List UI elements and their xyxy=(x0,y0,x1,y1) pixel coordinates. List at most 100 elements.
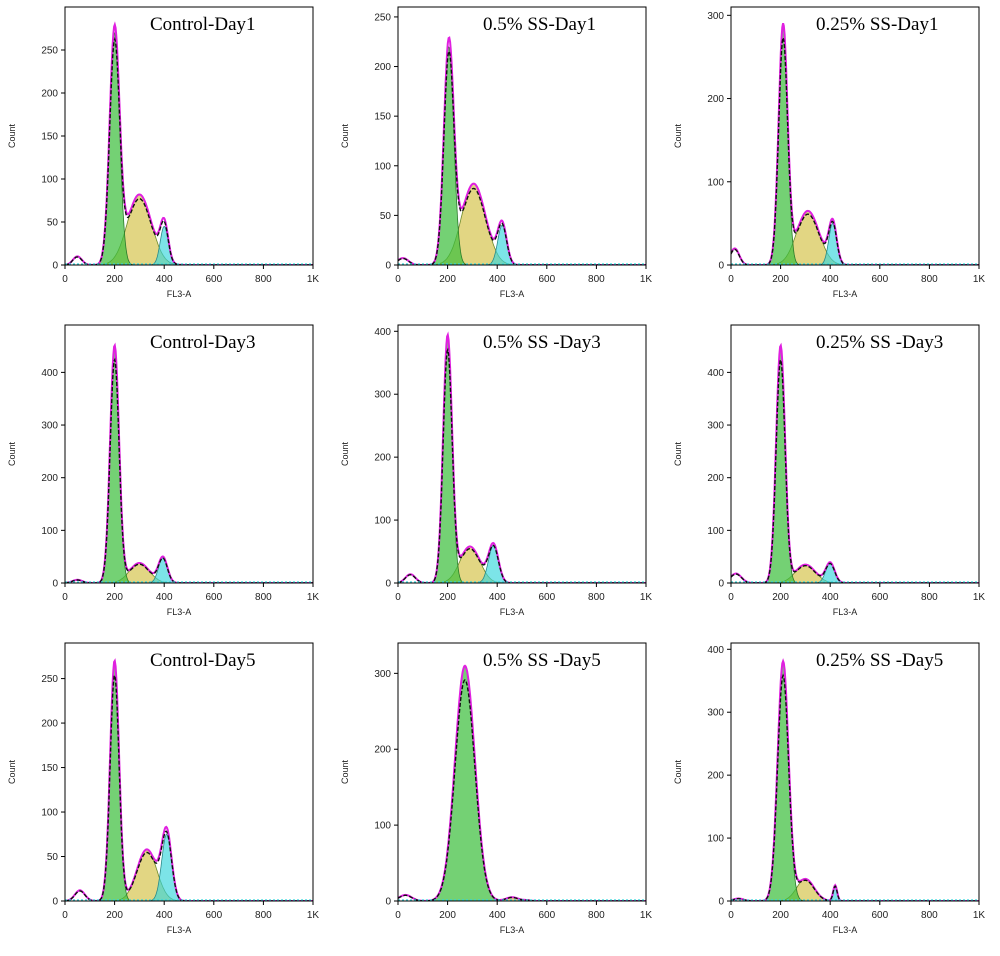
panel-title: Control-Day5 xyxy=(150,650,256,671)
y-tick-label: 250 xyxy=(41,46,58,57)
panel-title: 0.5% SS-Day1 xyxy=(483,14,596,35)
x-tick-label: 200 xyxy=(439,274,456,285)
y-tick-label: 150 xyxy=(374,112,391,123)
y-tick-label: 200 xyxy=(707,473,724,484)
plot-frame xyxy=(730,324,980,584)
panel-title: 0.25% SS -Day3 xyxy=(816,332,943,353)
y-tick-label: 300 xyxy=(374,390,391,401)
x-axis-label: FL3-A xyxy=(500,289,525,299)
y-tick-label: 50 xyxy=(380,211,392,222)
model-fit-line xyxy=(731,658,979,901)
y-axis-label: Count xyxy=(7,760,17,785)
data-histogram-line xyxy=(731,357,979,583)
x-tick-label: 0 xyxy=(395,274,401,285)
x-tick-label: 1K xyxy=(973,274,986,285)
s-phase-area xyxy=(731,210,979,265)
histogram-panel: 0 50 100 150 200 250 0 200 400 600 800 1K FL3-A Count… xyxy=(0,0,333,318)
x-tick-label: 800 xyxy=(921,592,938,603)
x-tick-label: 800 xyxy=(921,910,938,921)
histogram-panel: 0 100 200 300 400 0 200 400 600 800 1K FL3-A Count 0.… xyxy=(666,318,999,636)
y-tick-label: 0 xyxy=(52,897,58,908)
y-axis-label: Count xyxy=(673,442,683,467)
y-tick-label: 300 xyxy=(707,708,724,719)
y-tick-label: 300 xyxy=(707,11,724,22)
x-tick-label: 800 xyxy=(588,910,605,921)
y-tick-label: 100 xyxy=(374,516,391,527)
data-histogram-line xyxy=(398,679,646,901)
x-tick-label: 200 xyxy=(439,592,456,603)
plot-frame xyxy=(397,642,647,902)
y-tick-label: 250 xyxy=(374,12,391,23)
x-tick-label: 200 xyxy=(106,274,123,285)
x-tick-label: 200 xyxy=(772,910,789,921)
x-axis-label: FL3-A xyxy=(500,607,525,617)
panel-title: 0.5% SS -Day5 xyxy=(483,650,601,671)
y-tick-label: 100 xyxy=(707,526,724,537)
x-tick-label: 800 xyxy=(255,274,272,285)
data-histogram-line xyxy=(65,357,313,583)
x-tick-label: 0 xyxy=(395,910,401,921)
y-tick-label: 150 xyxy=(41,132,58,143)
x-tick-label: 800 xyxy=(921,274,938,285)
y-axis-label: Count xyxy=(673,760,683,785)
data-histogram-line xyxy=(65,673,313,901)
y-tick-label: 200 xyxy=(707,771,724,782)
y-tick-label: 200 xyxy=(41,89,58,100)
panel-title: Control-Day1 xyxy=(150,14,256,35)
plot-area xyxy=(731,342,979,583)
y-tick-label: 50 xyxy=(47,218,59,229)
x-tick-label: 600 xyxy=(871,910,888,921)
data-histogram-line xyxy=(398,50,646,265)
histogram-panel: 0 100 200 300 400 0 200 400 600 800 1K FL3-A Count Co… xyxy=(0,318,333,636)
data-histogram-line xyxy=(731,673,979,901)
x-axis-label: FL3-A xyxy=(167,607,192,617)
data-histogram-line xyxy=(731,37,979,265)
histogram-svg: 0 100 200 300 400 0 200 400 600 800 1K FL3-A Count 0.… xyxy=(673,642,985,935)
x-tick-label: 1K xyxy=(640,910,653,921)
y-tick-label: 200 xyxy=(374,453,391,464)
x-tick-label: 400 xyxy=(489,592,506,603)
x-tick-label: 400 xyxy=(489,910,506,921)
x-tick-label: 600 xyxy=(538,274,555,285)
histogram-svg: 0 50 100 150 200 250 0 200 400 600 800 1K FL3-A Count… xyxy=(7,6,319,299)
x-axis-label: FL3-A xyxy=(167,925,192,935)
y-tick-label: 100 xyxy=(707,834,724,845)
y-axis-label: Count xyxy=(7,124,17,149)
plot-frame xyxy=(64,324,314,584)
y-tick-label: 0 xyxy=(385,579,391,590)
s-phase-area xyxy=(398,183,646,265)
x-tick-label: 200 xyxy=(106,592,123,603)
x-tick-label: 1K xyxy=(307,910,320,921)
x-tick-label: 0 xyxy=(395,592,401,603)
y-tick-label: 100 xyxy=(374,161,391,172)
g1-phase-area xyxy=(65,660,313,901)
histogram-svg: 0 50 100 150 200 250 0 200 400 600 800 1K FL3-A Count… xyxy=(7,642,320,935)
g1-phase-area xyxy=(731,27,979,265)
x-tick-label: 400 xyxy=(156,592,173,603)
histogram-svg: 0 50 100 150 200 250 0 200 400 600 800 1K FL3-A Count… xyxy=(340,6,652,299)
g1-phase-area xyxy=(398,665,646,901)
x-tick-label: 400 xyxy=(489,274,506,285)
x-axis-label: FL3-A xyxy=(167,289,192,299)
g1-phase-area xyxy=(65,345,313,583)
y-tick-label: 100 xyxy=(374,821,391,832)
x-tick-label: 0 xyxy=(62,910,68,921)
x-axis-label: FL3-A xyxy=(833,925,858,935)
y-tick-label: 0 xyxy=(385,261,391,272)
plot-area xyxy=(731,22,979,265)
y-tick-label: 0 xyxy=(718,579,724,590)
panel-title: 0.25% SS -Day5 xyxy=(816,650,943,671)
y-axis-label: Count xyxy=(340,124,350,149)
x-tick-label: 600 xyxy=(205,592,222,603)
g1-phase-area xyxy=(731,660,979,901)
y-tick-label: 100 xyxy=(707,177,724,188)
x-tick-label: 400 xyxy=(156,274,173,285)
x-tick-label: 200 xyxy=(772,592,789,603)
x-tick-label: 400 xyxy=(822,592,839,603)
g2-phase-area xyxy=(65,833,313,901)
y-tick-label: 250 xyxy=(41,674,58,685)
x-tick-label: 1K xyxy=(307,592,320,603)
histogram-panel: 0 100 200 300 400 0 200 400 600 800 1K FL3-A Count 0.… xyxy=(333,318,666,636)
data-histogram-line xyxy=(65,36,313,265)
x-tick-label: 600 xyxy=(871,592,888,603)
